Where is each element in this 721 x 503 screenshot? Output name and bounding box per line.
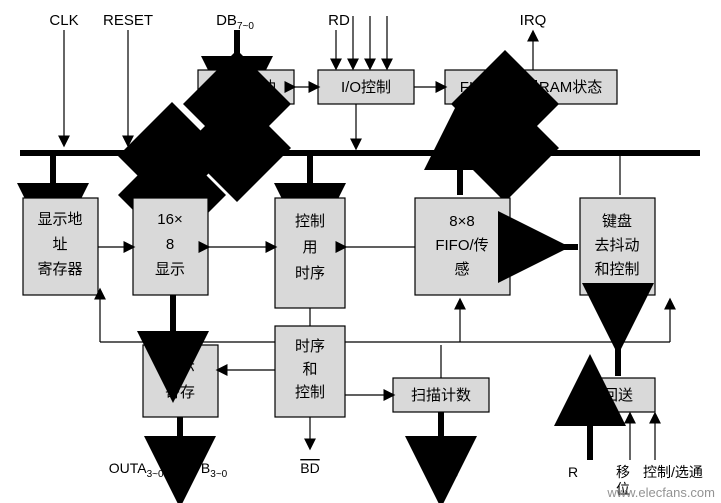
label-ctrlstrobe: 控制/选通	[643, 464, 703, 480]
label-db: DB7~0	[216, 12, 254, 32]
t-kbd-3: 和控制	[594, 261, 639, 278]
t-kbd-2: 去抖动	[594, 237, 639, 254]
label-rd: RD	[328, 12, 350, 29]
label-r: R	[568, 464, 578, 480]
t-fifosense-3: 感	[454, 261, 469, 278]
t-fifosense-1: 8×8	[449, 213, 474, 230]
label-irq: IRQ	[520, 12, 547, 29]
label-sl: SL4~0	[424, 460, 459, 480]
t-ctrlseq-3: 时序	[295, 265, 325, 282]
t-16x8-3: 显示	[155, 261, 185, 278]
t-scan: 扫描计数	[411, 387, 471, 404]
t-ctrlseq-1: 控制	[295, 213, 325, 230]
t-dispaddr-1: 显示地	[37, 211, 82, 228]
watermark: www.elecfans.com	[606, 485, 715, 500]
text-databuf: 数据缓冲	[216, 79, 276, 96]
label-reset: RESET	[103, 12, 153, 29]
label-bd: BD	[300, 460, 319, 476]
t-dispreg-2: 寄存	[165, 383, 195, 401]
box-dispreg	[143, 345, 218, 417]
text-ioctrl: I/O控制	[341, 79, 391, 96]
t-dispaddr-2: 址	[52, 236, 67, 253]
t-timing-2: 和	[302, 361, 317, 378]
label-out: OUTA3~0, OUTB3~0	[109, 460, 228, 480]
label-shift-1: 移	[616, 464, 630, 480]
label-clk: CLK	[49, 12, 78, 29]
t-16x8-2: 8	[166, 236, 174, 253]
t-16x8-1: 16×	[157, 211, 182, 228]
t-dispreg-1: 显示	[165, 358, 195, 375]
t-timing-1: 时序	[295, 338, 325, 355]
t-ctrlseq-2: 用	[302, 239, 317, 256]
t-echo: 回送	[603, 387, 633, 404]
t-kbd-1: 键盘	[602, 212, 632, 230]
text-fiforam: FIFO传感器RAM状态	[460, 79, 603, 96]
t-timing-3: 控制	[295, 384, 325, 401]
t-dispaddr-3: 寄存器	[37, 260, 82, 278]
t-fifosense-2: FIFO/传	[435, 237, 488, 254]
